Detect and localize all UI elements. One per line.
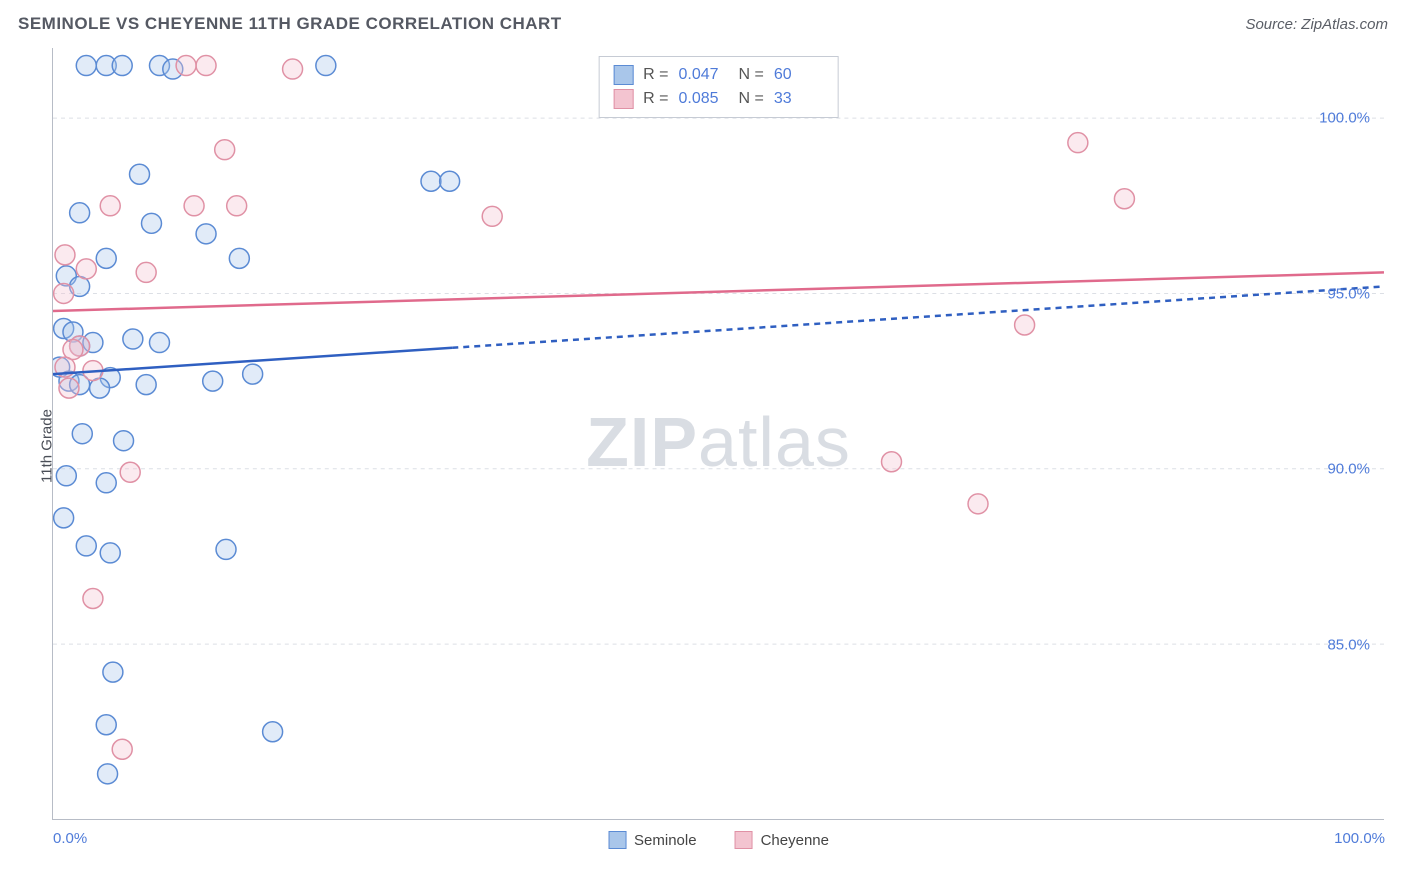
legend-item-seminole: Seminole [608, 831, 697, 849]
x-tick-label: 0.0% [53, 830, 87, 847]
legend-item-cheyenne: Cheyenne [735, 831, 829, 849]
legend-stats-box: R = 0.047 N = 60 R = 0.085 N = 33 [598, 56, 839, 118]
legend-stats-row: R = 0.047 N = 60 [613, 63, 824, 87]
legend-swatch [613, 65, 633, 85]
chart-header: SEMINOLE VS CHEYENNE 11TH GRADE CORRELAT… [18, 14, 1388, 34]
bottom-legend: Seminole Cheyenne [608, 831, 829, 849]
y-tick-label: 90.0% [1327, 461, 1370, 478]
legend-stats-row: R = 0.085 N = 33 [613, 87, 824, 111]
x-tick-label: 100.0% [1334, 830, 1385, 847]
y-tick-label: 100.0% [1319, 110, 1370, 127]
legend-swatch [608, 831, 626, 849]
chart-frame: ZIPatlas R = 0.047 N = 60 R = 0.085 N = … [52, 48, 1384, 820]
scatter-plot [53, 48, 1384, 819]
legend-swatch [613, 89, 633, 109]
y-tick-label: 95.0% [1327, 285, 1370, 302]
chart-title: SEMINOLE VS CHEYENNE 11TH GRADE CORRELAT… [18, 14, 562, 34]
legend-swatch [735, 831, 753, 849]
y-tick-label: 85.0% [1327, 636, 1370, 653]
chart-source: Source: ZipAtlas.com [1245, 16, 1388, 33]
